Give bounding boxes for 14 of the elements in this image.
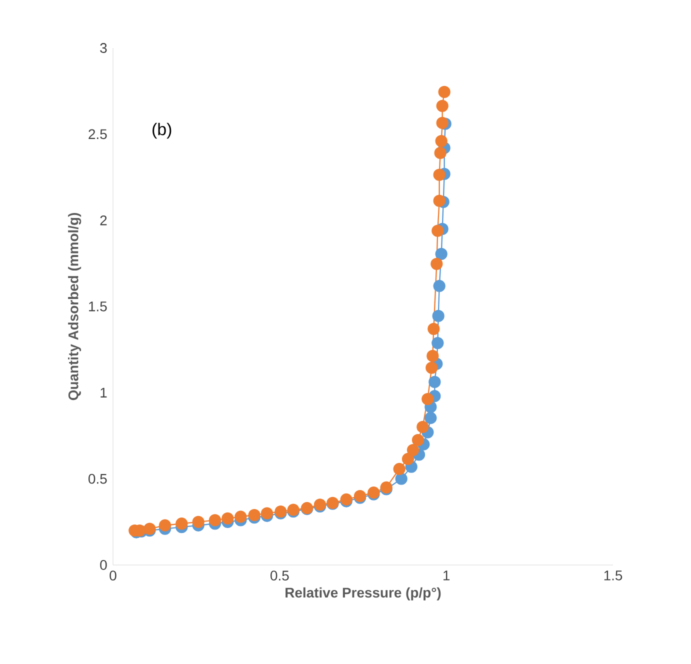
x-tick-label: 1 [444, 570, 450, 580]
y-tick-label: 1 [100, 388, 107, 398]
x-axis-title: Relative Pressure (p/p°) [286, 587, 441, 600]
annotation: (b) [152, 122, 172, 139]
y-axis-title: Quantity Adsorbed (mmol/g) [68, 213, 82, 400]
y-tick-label: 0 [100, 560, 107, 570]
x-tick-label: 1.5 [604, 570, 622, 580]
x-tick-label: 0.5 [270, 570, 289, 581]
y-tick-label: 2 [100, 215, 107, 226]
y-tick-label: 2.5 [88, 129, 107, 140]
y-tick-label: 0.5 [88, 474, 107, 484]
y-tick-label: 3 [100, 43, 107, 53]
y-tick-label: 1.5 [89, 302, 107, 312]
x-tick-label: 0 [110, 570, 116, 581]
